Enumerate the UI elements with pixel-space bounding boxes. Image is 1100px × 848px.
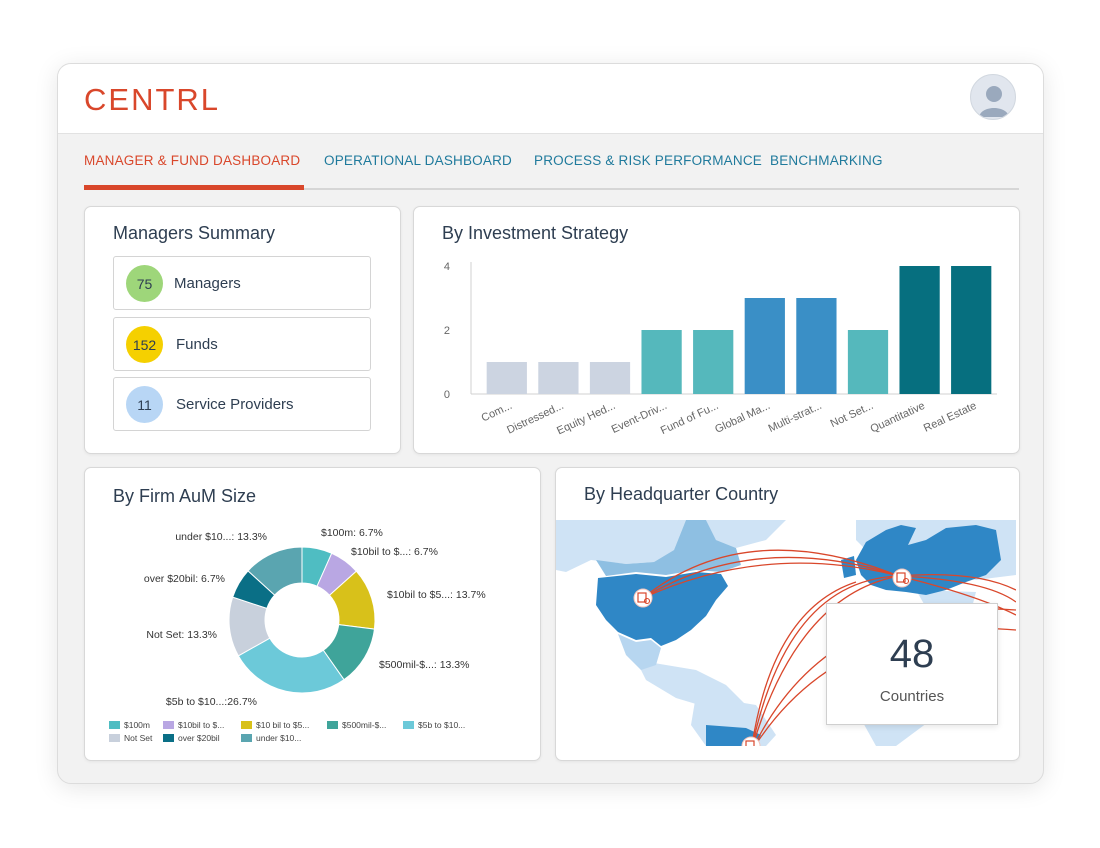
bar-9 (951, 266, 992, 394)
legend-swatch (327, 721, 338, 729)
legend-swatch (241, 734, 252, 742)
countries-count-value: 48 (889, 632, 935, 676)
service-providers-label: Service Providers (176, 396, 294, 413)
investment-strategy-card: By Investment Strategy 0 2 4 Com... Distress… (413, 206, 1020, 454)
bar-4 (693, 330, 734, 394)
x-tick-label: Multi-strat... (767, 400, 824, 435)
legend-swatch (163, 734, 174, 742)
legend-item[interactable]: $10bil to $... (163, 720, 224, 730)
legend-swatch (163, 721, 174, 729)
legend-swatch (109, 734, 120, 742)
legend-item[interactable]: under $10... (241, 733, 301, 743)
dashboard-window: CENTRL MANAGER & FUND DASHBOARD OPERATIO… (57, 63, 1044, 784)
legend-label: $10bil to $... (178, 720, 225, 730)
donut-slice-4 (237, 637, 345, 694)
bar-6 (796, 298, 837, 394)
us-marker-icon (633, 588, 653, 608)
investment-strategy-title: By Investment Strategy (442, 223, 629, 243)
tab-manager-fund-dashboard[interactable]: MANAGER & FUND DASHBOARD (84, 153, 305, 190)
top-header: CENTRL (58, 64, 1043, 134)
summary-item-service-providers[interactable]: 11 Service Providers (113, 377, 371, 431)
countries-count-box: 48 Countries (826, 603, 998, 725)
legend-item[interactable]: Not Set (109, 733, 152, 743)
slice-label: under $10...: 13.3% (175, 531, 267, 543)
funds-count-badge: 152 (126, 326, 163, 363)
slice-label: over $20bil: 6.7% (144, 573, 225, 585)
legend-label: $5b to $10... (418, 720, 466, 730)
legend-item[interactable]: $100m (109, 720, 150, 730)
legend-label: under $10... (256, 733, 302, 743)
bar-5 (744, 298, 785, 394)
x-tick-label: Com... (480, 400, 514, 425)
donut-slice-7 (247, 546, 303, 596)
y-tick-label: 0 (444, 389, 450, 401)
hq-country-title: By Headquarter Country (584, 484, 779, 504)
bar-0 (486, 362, 527, 394)
slice-label: $500mil-$...: 13.3% (379, 659, 469, 671)
hq-country-card: By Headquarter Country (555, 467, 1020, 761)
tab-operational-dashboard[interactable]: OPERATIONAL DASHBOARD (324, 153, 512, 168)
bar-2 (589, 362, 631, 394)
slice-label: $100m: 6.7% (321, 527, 383, 539)
legend-label: Not Set (124, 733, 153, 743)
tab-process-risk-performance[interactable]: PROCESS & RISK PERFORMANCE (534, 153, 762, 168)
managers-summary-title: Managers Summary (113, 223, 276, 243)
slice-label: $10bil to $...: 6.7% (351, 546, 438, 558)
service-providers-count-badge: 11 (126, 386, 163, 423)
summary-item-managers[interactable]: 75 Managers (113, 256, 371, 310)
legend-label: $10 bil to $5... (256, 720, 310, 730)
legend-label: $100m (124, 720, 150, 730)
x-tick-label: Real Estate (922, 400, 979, 435)
legend-swatch (109, 721, 120, 729)
europe-marker-icon (892, 568, 912, 588)
user-avatar-icon[interactable] (970, 74, 1016, 120)
aum-size-donut-chart: $100m: 6.7% $10bil to $...: 6.7% $10bil to… (144, 527, 486, 708)
bar-3 (641, 330, 682, 394)
dashboard-tabs: MANAGER & FUND DASHBOARD OPERATIONAL DAS… (84, 134, 1019, 190)
funds-label: Funds (176, 336, 218, 353)
x-tick-label: Quantitative (869, 400, 927, 436)
x-tick-label: Fund of Fu... (659, 400, 721, 437)
aum-size-card: By Firm AuM Size $100m: 6.7% $10bil to $.… (84, 467, 541, 761)
legend-item[interactable]: $10 bil to $5... (241, 720, 309, 730)
bar-8 (899, 266, 940, 394)
slice-label: $10bil to $5...: 13.7% (387, 589, 486, 601)
y-tick-label: 2 (444, 325, 450, 337)
centrl-logo[interactable]: CENTRL (84, 82, 221, 117)
legend-item[interactable]: over $20bil (163, 733, 220, 743)
y-tick-label: 4 (444, 261, 450, 273)
tab-benchmarking[interactable]: BENCHMARKING (770, 153, 883, 168)
managers-summary-card: Managers Summary 75 Managers 152 Funds 1… (84, 206, 401, 454)
legend-label: over $20bil (178, 733, 220, 743)
active-tab-underline (84, 185, 305, 190)
summary-item-funds[interactable]: 152 Funds (113, 317, 371, 371)
south-america-marker-icon (741, 736, 761, 746)
bar-1 (538, 362, 579, 394)
legend-item[interactable]: $5b to $10... (403, 720, 465, 730)
legend-swatch (403, 721, 414, 729)
legend-item[interactable]: $500mil-$... (327, 720, 386, 730)
managers-label: Managers (174, 275, 241, 292)
countries-count-label: Countries (879, 688, 945, 705)
bar-7 (847, 330, 889, 394)
legend-swatch (241, 721, 252, 729)
legend-label: $500mil-$... (342, 720, 387, 730)
x-tick-label: Global Ma... (713, 400, 772, 436)
x-tick-label: Equity Hed... (555, 400, 617, 437)
slice-label: Not Set: 13.3% (146, 629, 217, 641)
managers-count-badge: 75 (126, 265, 163, 302)
aum-size-title: By Firm AuM Size (113, 486, 257, 506)
slice-label: $5b to $10...:26.7% (166, 696, 257, 708)
